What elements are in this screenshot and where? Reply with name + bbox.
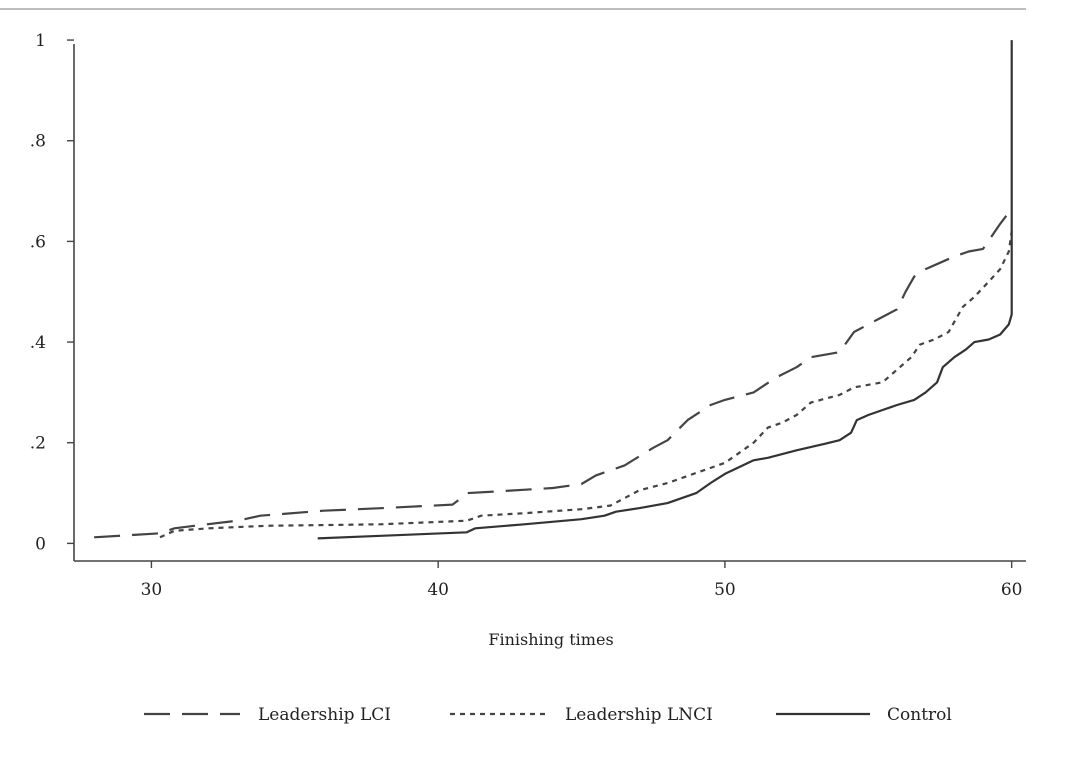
y-axis: 0 .2 .4 .6 .8 1 — [30, 31, 75, 561]
y-tick-label: .8 — [30, 132, 46, 152]
y-tick-label: 1 — [35, 31, 46, 51]
x-axis: 30 40 50 60 — [74, 560, 1026, 600]
x-tick-label: 50 — [714, 580, 736, 600]
x-tick-label: 30 — [141, 580, 163, 600]
series-line-3 — [317, 40, 1013, 540]
series-line-1 — [94, 208, 1013, 539]
y-tick-label: .2 — [30, 434, 46, 454]
x-axis-title: Finishing times — [488, 630, 613, 649]
y-tick-label: .4 — [30, 333, 46, 353]
x-tick-label: 40 — [427, 580, 449, 600]
y-tick-label: .6 — [30, 232, 46, 252]
legend-label-2: Leadership LNCI — [565, 705, 713, 725]
legend: Leadership LCI Leadership LNCI Control — [144, 705, 952, 725]
x-tick-label: 60 — [1001, 580, 1023, 600]
legend-label-1: Leadership LCI — [258, 705, 391, 725]
legend-label-3: Control — [887, 705, 952, 725]
y-tick-label: 0 — [35, 534, 46, 554]
plot-area — [94, 40, 1013, 540]
series-line-2 — [159, 231, 1013, 539]
